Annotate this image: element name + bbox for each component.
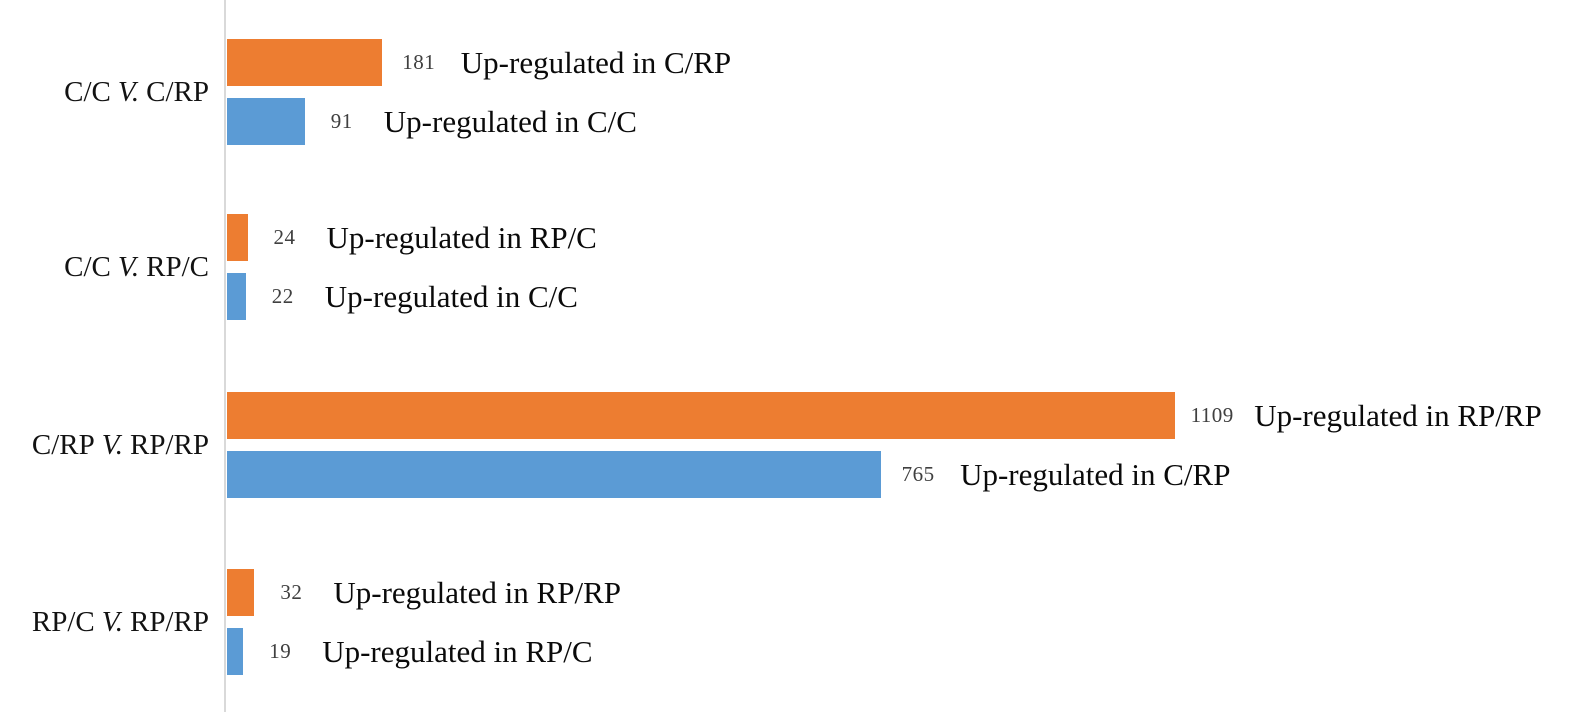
- category-label: C/RP V. RP/RP: [0, 392, 209, 498]
- bar-value-label: 181: [402, 50, 436, 74]
- bar-row: 22 Up-regulated in C/C: [227, 273, 578, 320]
- category-left: C/C: [64, 75, 111, 108]
- bar-annotation: Up-regulated in RP/RP: [1254, 397, 1542, 433]
- bar-value-label: 91: [330, 109, 353, 133]
- bar-annotation: Up-regulated in C/RP: [460, 44, 732, 80]
- category-right: RP/C: [146, 250, 209, 283]
- bar-annotation: Up-regulated in RP/C: [326, 219, 597, 255]
- bar-row: 19 Up-regulated in RP/C: [227, 628, 593, 675]
- category-label: C/C V. C/RP: [0, 39, 209, 145]
- category-versus: V.: [117, 250, 140, 283]
- bar: [227, 628, 244, 675]
- bar: [227, 98, 305, 145]
- bar-annotation: Up-regulated in RP/C: [322, 633, 593, 669]
- bar-value-label: 32: [280, 580, 303, 604]
- bar: [227, 273, 246, 320]
- chart-group-cc-vs-crp: C/C V. C/RP 181 Up-regulated in C/RP 91 …: [0, 39, 1575, 145]
- category-label: C/C V. RP/C: [0, 214, 209, 320]
- bar-annotation: Up-regulated in C/RP: [960, 456, 1231, 492]
- bar-row: 1109 Up-regulated in RP/RP: [227, 392, 1542, 439]
- category-right: RP/RP: [130, 605, 209, 638]
- bar: [227, 569, 255, 616]
- bar: [227, 39, 382, 86]
- bar-value-label: 22: [271, 284, 294, 308]
- category-versus: V.: [117, 75, 140, 108]
- category-label: RP/C V. RP/RP: [0, 569, 209, 675]
- chart-group-cc-vs-rpc: C/C V. RP/C 24 Up-regulated in RP/C 22 U…: [0, 214, 1575, 320]
- bar: [227, 214, 248, 261]
- bar-row: 24 Up-regulated in RP/C: [227, 214, 597, 261]
- chart-group-crp-vs-rprp: C/RP V. RP/RP 1109 Up-regulated in RP/RP…: [0, 392, 1575, 498]
- bar-annotation: Up-regulated in C/C: [324, 278, 578, 314]
- category-left: C/C: [64, 250, 111, 283]
- bar: [227, 451, 882, 498]
- bar-row: 91 Up-regulated in C/C: [227, 98, 637, 145]
- category-right: C/RP: [146, 75, 209, 108]
- chart-group-rpc-vs-rprp: RP/C V. RP/RP 32 Up-regulated in RP/RP 1…: [0, 569, 1575, 675]
- bar-row: 32 Up-regulated in RP/RP: [227, 569, 621, 616]
- bar-value-label: 24: [273, 225, 296, 249]
- category-versus: V.: [101, 428, 123, 461]
- bar-value-label: 1109: [1190, 403, 1234, 427]
- category-left: RP/C: [31, 605, 95, 638]
- bar-row: 765 Up-regulated in C/RP: [227, 451, 1230, 498]
- bar-value-label: 19: [269, 639, 292, 663]
- y-axis-line: [224, 0, 226, 712]
- bar: [227, 392, 1176, 439]
- bar-annotation: Up-regulated in C/C: [383, 103, 637, 139]
- category-left: C/RP: [31, 428, 95, 461]
- category-right: RP/RP: [130, 428, 209, 461]
- bar-value-label: 765: [901, 462, 935, 486]
- bar-row: 181 Up-regulated in C/RP: [227, 39, 731, 86]
- bar-annotation: Up-regulated in RP/RP: [333, 574, 621, 610]
- category-versus: V.: [101, 605, 123, 638]
